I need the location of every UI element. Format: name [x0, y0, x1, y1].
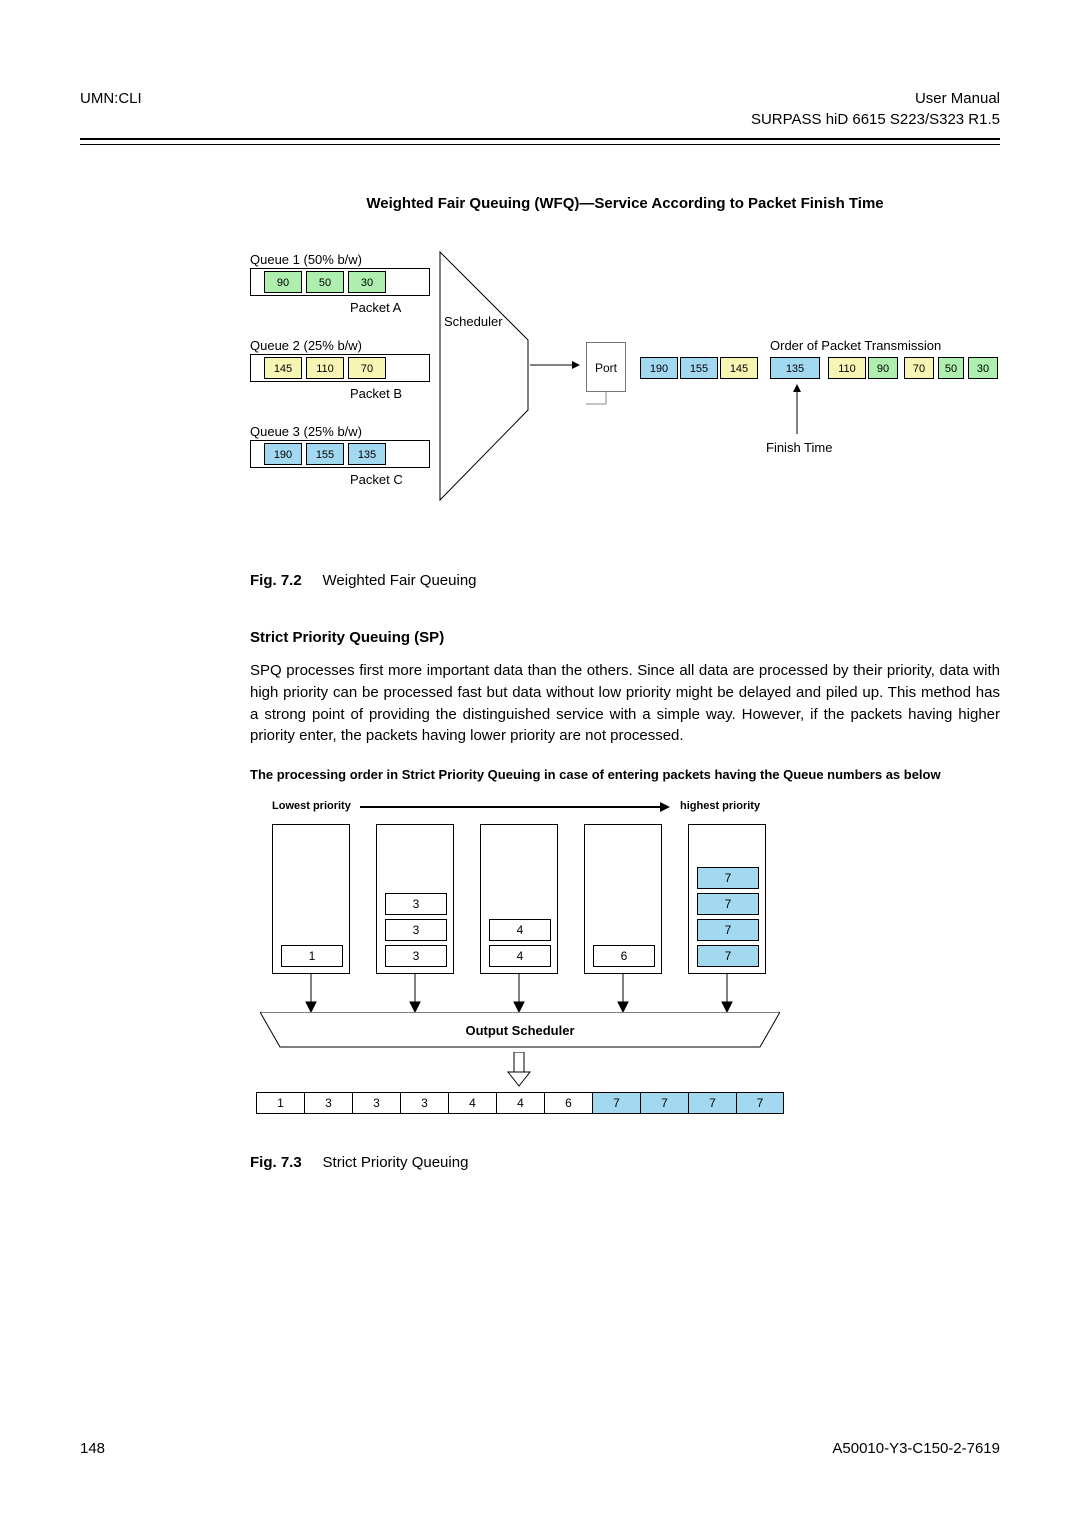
- queue-cell: 3: [385, 893, 447, 915]
- header-right: User Manual: [915, 90, 1000, 107]
- queue-column: 1: [272, 824, 350, 974]
- scheduler-label: Scheduler: [444, 314, 503, 329]
- queue-cell: 7: [697, 919, 759, 941]
- queue-cell: 1: [281, 945, 343, 967]
- output-cell: 3: [352, 1092, 400, 1114]
- pkt: 155: [306, 443, 344, 465]
- pkt: 70: [904, 357, 934, 379]
- queue-cell: 7: [697, 893, 759, 915]
- finish-label: Finish Time: [766, 440, 832, 455]
- queue-column: 6: [584, 824, 662, 974]
- q2-label: Queue 2 (25% b/w): [250, 338, 362, 353]
- pkt: 50: [306, 271, 344, 293]
- output-cell: 3: [304, 1092, 352, 1114]
- q3-label: Queue 3 (25% b/w): [250, 424, 362, 439]
- output-cell: 1: [256, 1092, 304, 1114]
- port-box: Port: [586, 342, 626, 392]
- queue-column: 7 7 7 7: [688, 824, 766, 974]
- pkt: 145: [720, 357, 758, 379]
- pkt: 90: [264, 271, 302, 293]
- priority-arrow-icon: [360, 800, 670, 814]
- pkt: 190: [640, 357, 678, 379]
- pkt: 30: [348, 271, 386, 293]
- col-arrows: [250, 974, 790, 1014]
- doc-id: A50010-Y3-C150-2-7619: [832, 1440, 1000, 1457]
- queue-cell: 6: [593, 945, 655, 967]
- pkt: 155: [680, 357, 718, 379]
- low-priority: Lowest priority: [272, 800, 351, 812]
- rule: [80, 144, 1000, 145]
- output-cell: 4: [496, 1092, 544, 1114]
- header-sub: SURPASS hiD 6615 S223/S323 R1.5: [80, 111, 1000, 128]
- output-cell: 7: [688, 1092, 736, 1114]
- sp-title: Strict Priority Queuing (SP): [250, 629, 1000, 646]
- pkt: 135: [348, 443, 386, 465]
- pkt: 30: [968, 357, 998, 379]
- os-label: Output Scheduler: [260, 1016, 780, 1046]
- output-cell: 7: [640, 1092, 688, 1114]
- fig-7-3-caption: Fig. 7.3 Strict Priority Queuing: [250, 1154, 1000, 1171]
- pkt: 190: [264, 443, 302, 465]
- footer: 148 A50010-Y3-C150-2-7619: [80, 1440, 1000, 1457]
- page-number: 148: [80, 1440, 105, 1457]
- pkt-b: Packet B: [350, 386, 402, 401]
- queue-column: 3 3 3: [376, 824, 454, 974]
- rule: [80, 138, 1000, 140]
- q1-label: Queue 1 (50% b/w): [250, 252, 362, 267]
- pkt: 110: [828, 357, 866, 379]
- output-cell: 6: [544, 1092, 592, 1114]
- scheduler-shape: [438, 250, 558, 502]
- pkt: 135: [770, 357, 820, 379]
- wfq-title: Weighted Fair Queuing (WFQ)—Service Acco…: [250, 195, 1000, 212]
- pkt: 70: [348, 357, 386, 379]
- pkt: 50: [938, 357, 964, 379]
- queue-column: 44: [480, 824, 558, 974]
- pkt: 90: [868, 357, 898, 379]
- wfq-diagram: Queue 1 (50% b/w) 90 50 30 Packet A Queu…: [250, 242, 990, 532]
- queue-cell: 3: [385, 945, 447, 967]
- port-connector: [586, 392, 626, 412]
- queue-cell: 7: [697, 867, 759, 889]
- arrow-up-icon: [792, 384, 802, 434]
- queue-cell: 4: [489, 919, 551, 941]
- spq-diagram: Lowest priority highest priority 1333446…: [250, 794, 810, 1124]
- order-label: Order of Packet Transmission: [770, 338, 941, 353]
- pkt: 145: [264, 357, 302, 379]
- pkt-c: Packet C: [350, 472, 403, 487]
- queue-cell: 4: [489, 945, 551, 967]
- output-cell: 7: [736, 1092, 784, 1114]
- down-arrow-icon: [504, 1052, 534, 1088]
- queue-cell: 7: [697, 945, 759, 967]
- pkt: 110: [306, 357, 344, 379]
- arrow-icon: [530, 360, 580, 370]
- spq-title: The processing order in Strict Priority …: [250, 767, 1000, 784]
- header-left: UMN:CLI: [80, 90, 142, 107]
- high-priority: highest priority: [680, 800, 760, 812]
- queue-cell: 3: [385, 919, 447, 941]
- sp-body: SPQ processes first more important data …: [250, 660, 1000, 747]
- pkt-a: Packet A: [350, 300, 401, 315]
- output-cell: 7: [592, 1092, 640, 1114]
- output-cell: 4: [448, 1092, 496, 1114]
- output-row: 13334467777: [256, 1092, 784, 1114]
- output-cell: 3: [400, 1092, 448, 1114]
- fig-7-2-caption: Fig. 7.2 Weighted Fair Queuing: [250, 572, 1000, 589]
